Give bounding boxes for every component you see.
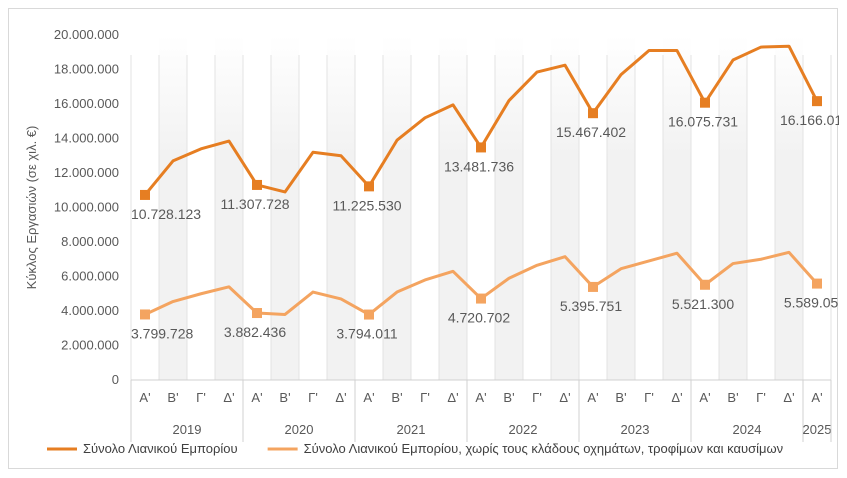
grid-band <box>327 35 355 380</box>
x-year-label: 2025 <box>803 422 832 437</box>
x-tick-label: Α' <box>699 390 710 405</box>
y-axis-label: Κύκλος Εργασιών (σε χιλ. €) <box>24 126 39 290</box>
data-label: 3.882.436 <box>224 324 286 340</box>
grid-band <box>439 35 467 380</box>
x-tick-label: Α' <box>811 390 822 405</box>
legend-label-2: Σύνολο Λιανικού Εμπορίου, χωρίς τους κλά… <box>304 441 784 456</box>
data-label: 15.467.402 <box>556 124 626 140</box>
grid-band <box>551 35 579 380</box>
y-tick-label: 14.000.000 <box>54 131 119 146</box>
data-label: 16.166.013 <box>780 112 839 128</box>
y-tick-label: 6.000.000 <box>61 269 119 284</box>
x-tick-label: Δ' <box>671 390 682 405</box>
x-tick-label: Β' <box>391 390 402 405</box>
series-1-marker <box>140 189 150 200</box>
x-tick-label: Δ' <box>223 390 234 405</box>
x-tick-label: Β' <box>167 390 178 405</box>
line-chart: 0 2.000.000 4.000.000 6.000.000 8.000.000 10.… <box>24 27 839 456</box>
x-year-label: 2019 <box>173 422 202 437</box>
x-tick-label: Α' <box>363 390 374 405</box>
y-tick-label: 0 <box>112 372 119 387</box>
data-label: 16.075.731 <box>668 114 738 130</box>
grid-band <box>215 35 243 380</box>
series-2-marker <box>588 281 598 292</box>
grid-band <box>775 35 803 380</box>
y-tick-label: 16.000.000 <box>54 96 119 111</box>
data-label: 5.521.300 <box>672 296 734 312</box>
series-2-marker <box>364 309 374 320</box>
series-1-marker <box>700 97 710 108</box>
x-tick-label: Δ' <box>447 390 458 405</box>
x-tick-label: Δ' <box>783 390 794 405</box>
y-tick-label: 8.000.000 <box>61 234 119 249</box>
data-label: 10.728.123 <box>131 206 201 222</box>
x-tick-label: Α' <box>251 390 262 405</box>
x-year-label: 2022 <box>509 422 538 437</box>
y-tick-label: 4.000.000 <box>61 303 119 318</box>
x-tick-label: Β' <box>615 390 626 405</box>
x-tick-label: Γ' <box>644 390 654 405</box>
legend-label-1: Σύνολο Λιανικού Εμπορίου <box>83 441 238 456</box>
data-label: 13.481.736 <box>444 158 514 174</box>
grid-band <box>159 35 187 380</box>
chart-frame: 0 2.000.000 4.000.000 6.000.000 8.000.000 10.… <box>8 8 839 469</box>
series-1-marker <box>588 108 598 119</box>
x-year-label: 2024 <box>733 422 762 437</box>
series-2-marker <box>476 293 486 304</box>
grid-band <box>663 35 691 380</box>
x-tick-label: Γ' <box>308 390 318 405</box>
x-tick-label: Δ' <box>559 390 570 405</box>
y-tick-label: 2.000.000 <box>61 338 119 353</box>
x-tick-label: Γ' <box>420 390 430 405</box>
x-tick-label: Β' <box>727 390 738 405</box>
x-year-label: 2023 <box>621 422 650 437</box>
series-2-marker <box>252 308 262 319</box>
x-tick-label: Γ' <box>532 390 542 405</box>
x-tick-label: Α' <box>475 390 486 405</box>
x-tick-label: Γ' <box>196 390 206 405</box>
y-tick-label: 12.000.000 <box>54 165 119 180</box>
x-tick-label: Α' <box>587 390 598 405</box>
grid-band <box>719 35 747 380</box>
data-label: 5.395.751 <box>560 298 622 314</box>
data-label: 11.307.728 <box>220 196 289 212</box>
data-label: 11.225.530 <box>332 197 401 213</box>
y-tick-label: 20.000.000 <box>54 27 119 42</box>
grid-band <box>271 35 299 380</box>
series-1-marker <box>252 179 262 190</box>
grid-band <box>383 35 411 380</box>
x-tick-label: Γ' <box>756 390 766 405</box>
data-label: 3.799.728 <box>131 325 193 341</box>
data-label: 3.794.011 <box>336 326 397 342</box>
x-tick-label: Β' <box>503 390 514 405</box>
series-1-marker <box>476 142 486 153</box>
x-year-label: 2020 <box>285 422 314 437</box>
y-tick-label: 18.000.000 <box>54 62 119 77</box>
series-2-marker <box>140 309 150 320</box>
y-tick-label: 10.000.000 <box>54 200 119 215</box>
series-1-marker <box>364 181 374 192</box>
series-2-marker <box>812 278 822 289</box>
data-label: 5.589.055 <box>784 295 839 311</box>
x-year-label: 2021 <box>397 422 426 437</box>
x-tick-label: Β' <box>279 390 290 405</box>
x-tick-label: Δ' <box>335 390 346 405</box>
grid-band <box>607 35 635 380</box>
x-tick-label: Α' <box>139 390 150 405</box>
series-1-marker <box>812 96 822 107</box>
series-2-marker <box>700 279 710 290</box>
data-label: 4.720.702 <box>448 310 510 326</box>
grid-band <box>495 35 523 380</box>
